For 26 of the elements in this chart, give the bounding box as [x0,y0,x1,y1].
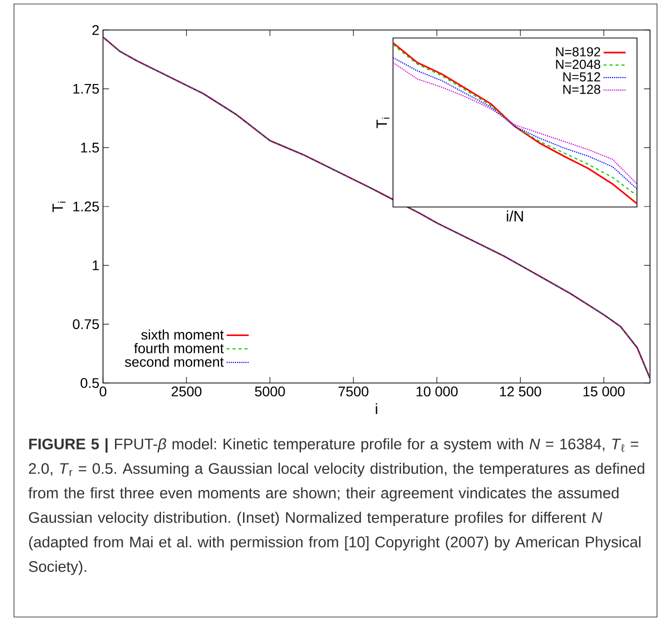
x-tick-label: 5000 [254,386,285,396]
x-tick-label: 0 [100,386,106,396]
y-tick-label: 1 [92,260,99,270]
legend-label: fourth moment [134,343,224,354]
y-tick-label: 1.25 [73,202,99,212]
legend-label: N=2048 [556,60,600,69]
y-axis-title: T$_{i}$ [376,118,390,128]
x-tick-label: 12 500 [500,386,542,396]
legend-label: N=512 [563,72,600,82]
legend-label: N=8192 [556,47,600,56]
x-axis-title: i [376,403,378,414]
legend-label: sixth moment [141,329,224,340]
y-tick-label: 1.75 [73,84,99,94]
x-tick-label: 2500 [172,386,202,396]
y-axis-title: T$_{i}$ [52,202,66,212]
text: FIGURE 5 | FPUT-β model: Kinetic temperature profile for a system with N = 16384, T$_{ℓ}$ = 2.0, T$_{r}$ = 0.5. Assuming a Gaussian local velocity distribution, the temperatures as defined from the first three even moments are shown; their agreement vindicates the assumed Gaussian velocity distribution. (Inset) Normalized temperature profiles for different N (adapted from Mai et al. with permission from [10] Copyright (2007) by American Physical Society). [28,438,644,575]
y-tick-label: 2 [92,25,99,35]
y-tick-label: 1.5 [81,142,99,153]
x-tick-label: 15 000 [584,386,625,396]
x-tick-label: 10 000 [416,386,458,396]
x-axis-title: i/N [506,210,523,222]
legend-label: N=128 [563,84,600,94]
y-tick-label: 0.75 [72,319,99,330]
legend-label: second moment [124,356,224,367]
y-tick-label: 0.5 [80,378,99,388]
x-tick-label: 7500 [338,386,368,396]
